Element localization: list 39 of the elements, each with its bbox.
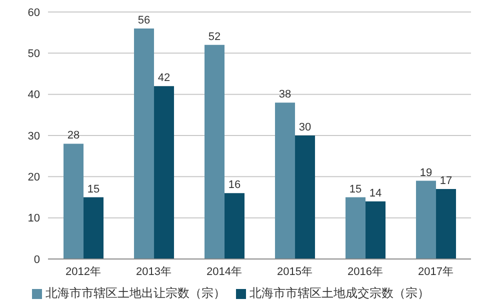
x-tick-label: 2014年: [206, 266, 242, 278]
bar: [295, 136, 316, 259]
bar: [64, 144, 84, 259]
data-label: 15: [349, 183, 362, 196]
bar: [275, 102, 296, 259]
y-tick-label: 30: [28, 130, 40, 142]
x-tick-label: 2013年: [136, 266, 172, 278]
y-tick-label: 40: [28, 89, 40, 102]
x-tick-label: 2017年: [418, 266, 454, 278]
x-tick-label: 2015年: [277, 266, 312, 278]
y-tick-label: 0: [34, 254, 40, 266]
bar: [416, 180, 436, 259]
data-label: 42: [158, 72, 170, 84]
data-label: 30: [298, 122, 312, 134]
legend-label: 北海市市辖区土地出让宗数（宗）: [46, 286, 226, 300]
legend-label: 北海市市辖区土地成交宗数（宗）: [250, 286, 430, 300]
data-label: 52: [208, 30, 221, 43]
data-label: 17: [440, 175, 452, 188]
bar: [224, 193, 245, 259]
x-tick-label: 2016年: [348, 266, 383, 278]
y-tick-label: 60: [28, 6, 40, 19]
data-label: 38: [278, 88, 292, 101]
data-label: 56: [138, 14, 150, 26]
data-label: 19: [420, 166, 432, 179]
bar: [366, 201, 386, 259]
y-tick-label: 10: [28, 212, 40, 225]
bar: [84, 197, 104, 259]
data-label: 16: [228, 179, 241, 192]
x-tick-label: 2012年: [66, 266, 101, 278]
bar: [346, 197, 366, 259]
y-tick-label: 50: [28, 48, 40, 60]
data-label: 15: [87, 183, 100, 196]
data-label: 14: [369, 187, 382, 200]
bar: [204, 44, 225, 259]
data-label: 28: [67, 130, 80, 142]
bar: [134, 28, 154, 259]
y-tick-label: 20: [28, 172, 40, 184]
bar: [154, 86, 174, 259]
bar: [436, 189, 456, 259]
